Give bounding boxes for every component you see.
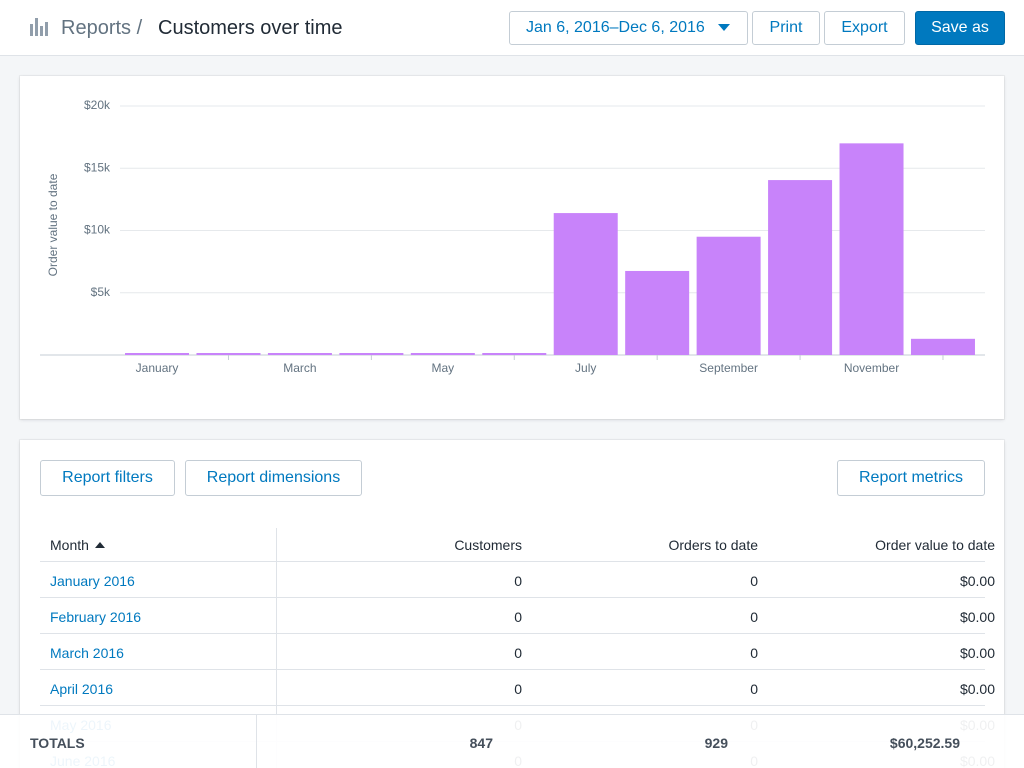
cell-value: $0.00 (959, 681, 995, 697)
export-button[interactable]: Export (824, 11, 905, 45)
totals-label: TOTALS (30, 735, 85, 751)
print-button[interactable]: Print (752, 11, 820, 45)
filters-button[interactable]: Report filters (40, 460, 175, 496)
bar (482, 353, 547, 355)
dimensions-button[interactable]: Report dimensions (185, 460, 362, 496)
cell-value: 0 (750, 681, 758, 697)
cell-value: 0 (750, 645, 758, 661)
totals-divider (256, 715, 257, 768)
row-divider (40, 669, 985, 670)
bar (410, 353, 475, 355)
y-tick-label: $5k (91, 285, 111, 299)
bar (267, 353, 332, 355)
x-tick-label: January (136, 361, 179, 375)
row-divider (40, 561, 985, 562)
bar (553, 213, 618, 355)
reports-icon (30, 18, 48, 36)
bar (625, 270, 690, 355)
cell-value: 0 (514, 681, 522, 697)
cell-value: $0.00 (959, 609, 995, 625)
y-axis-label: Order value to date (46, 173, 60, 276)
y-tick-label: $20k (84, 98, 111, 112)
chart: Order value to date $5k $10k $15k $20k Janua… (40, 98, 985, 375)
bar (839, 143, 904, 355)
x-tick-label: March (283, 361, 316, 375)
breadcrumb[interactable]: Reports / (61, 17, 143, 39)
x-tick-label: November (844, 361, 899, 375)
x-tick-label: September (699, 361, 758, 375)
metrics-button[interactable]: Report metrics (837, 460, 985, 496)
month-link[interactable]: February 2016 (50, 609, 142, 625)
row-divider (40, 597, 985, 598)
row-divider (40, 633, 985, 634)
totals-orders: 929 (704, 735, 728, 751)
bar (768, 180, 833, 355)
date-picker[interactable]: Jan 6, 2016–Dec 6, 2016 (509, 11, 748, 45)
column-header: Orders to date (668, 537, 759, 553)
top-bar: Reports / Customers over time Jan 6, 201… (0, 0, 1024, 56)
x-tick-label: July (575, 361, 596, 375)
cell-value: 0 (514, 573, 522, 589)
cell-value: 0 (750, 609, 758, 625)
cell-value: 0 (750, 573, 758, 589)
sort-header[interactable]: Month (50, 537, 105, 553)
x-tick-label: May (431, 361, 454, 375)
bar (910, 338, 975, 355)
cell-value: 0 (514, 645, 522, 661)
table-card: Report filters Report dimensions Report … (20, 440, 1004, 768)
bar (696, 236, 761, 355)
month-link[interactable]: April 2016 (50, 681, 114, 697)
y-tick-label: $10k (84, 223, 111, 237)
sort-arrow (94, 542, 105, 548)
caret (718, 24, 730, 31)
bar (196, 353, 261, 355)
column-divider (276, 528, 277, 768)
column-header: Order value to date (875, 537, 995, 553)
totals-customers: 847 (469, 735, 493, 751)
date-range: Jan 6, 2016–Dec 6, 2016 (526, 19, 705, 36)
bar (125, 353, 190, 355)
cell-value: $0.00 (959, 645, 995, 661)
totals-bar: TOTALS 847 929 $60,252.59 (0, 714, 1024, 768)
bar (339, 353, 404, 355)
chart-card: Order value to date $5k $10k $15k $20k Janua… (20, 76, 1004, 419)
row-divider (40, 705, 985, 706)
column-header: Customers (454, 537, 522, 553)
month-link[interactable]: March 2016 (50, 645, 124, 661)
y-tick-label: $15k (84, 160, 111, 174)
cell-value: $0.00 (959, 573, 995, 589)
month-link[interactable]: January 2016 (50, 573, 135, 589)
save-button[interactable]: Save as (915, 11, 1005, 45)
page-title: Customers over time (158, 17, 343, 39)
totals-value: $60,252.59 (889, 735, 960, 751)
cell-value: 0 (514, 609, 522, 625)
